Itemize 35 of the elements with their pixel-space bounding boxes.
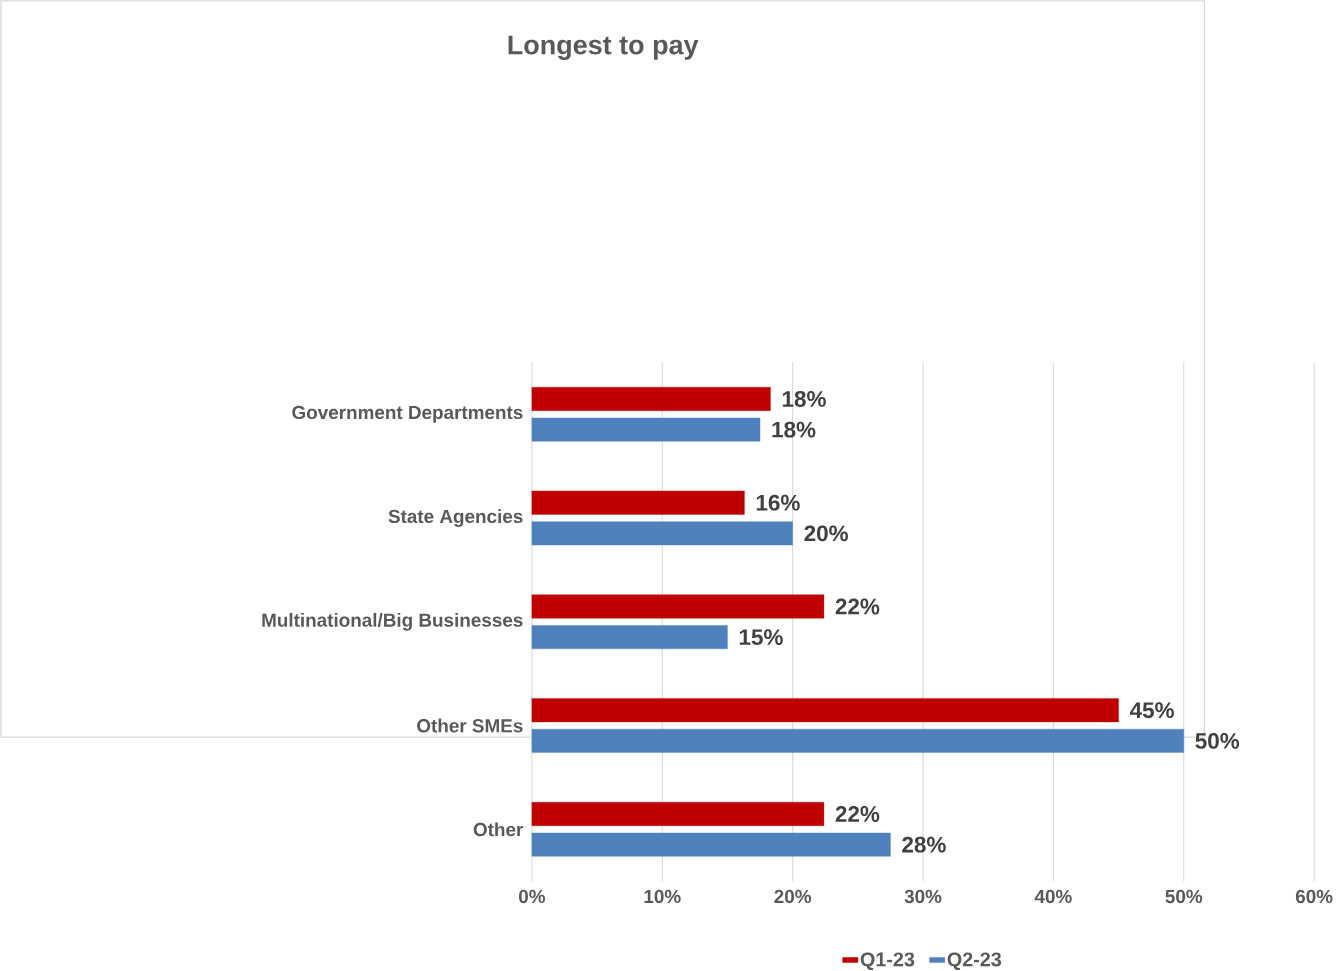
y-tick-label: Other bbox=[473, 822, 524, 837]
data-label: 28% bbox=[902, 836, 946, 853]
x-tick-label: 60% bbox=[1295, 889, 1333, 904]
data-label: 18% bbox=[772, 421, 816, 438]
bar bbox=[531, 386, 771, 411]
x-tick-label: 0% bbox=[519, 889, 546, 904]
bar bbox=[531, 832, 891, 857]
data-label: 18% bbox=[782, 390, 826, 407]
bar bbox=[531, 698, 1119, 723]
bar bbox=[531, 728, 1184, 753]
x-tick-label: 40% bbox=[1034, 889, 1072, 904]
x-tick-label: 50% bbox=[1165, 889, 1203, 904]
legend-label: Q1-23 bbox=[860, 952, 915, 971]
bar bbox=[531, 417, 761, 442]
data-label: 50% bbox=[1195, 732, 1240, 749]
bar bbox=[531, 521, 793, 546]
x-tick-label: 20% bbox=[774, 889, 812, 904]
bar bbox=[531, 625, 728, 649]
data-label: 45% bbox=[1129, 702, 1174, 719]
y-tick-label: State Agencies bbox=[388, 509, 523, 527]
data-label: 22% bbox=[835, 598, 880, 615]
data-label: 16% bbox=[756, 494, 800, 511]
y-tick-label: Other SMEs bbox=[417, 718, 523, 733]
legend-label: Q2-23 bbox=[947, 952, 1002, 971]
bar bbox=[531, 802, 825, 826]
y-tick-label: Multinational/Big Businesses bbox=[262, 612, 523, 631]
chart-title: Longest to pay bbox=[508, 35, 699, 60]
x-tick-label: 10% bbox=[644, 889, 681, 904]
bar bbox=[531, 490, 745, 515]
data-label: 22% bbox=[835, 805, 880, 822]
y-tick-label: Government Departments bbox=[292, 405, 523, 423]
data-label: 15% bbox=[739, 629, 783, 645]
data-label: 20% bbox=[804, 525, 849, 542]
x-tick-label: 30% bbox=[904, 889, 942, 904]
bar bbox=[531, 594, 825, 619]
